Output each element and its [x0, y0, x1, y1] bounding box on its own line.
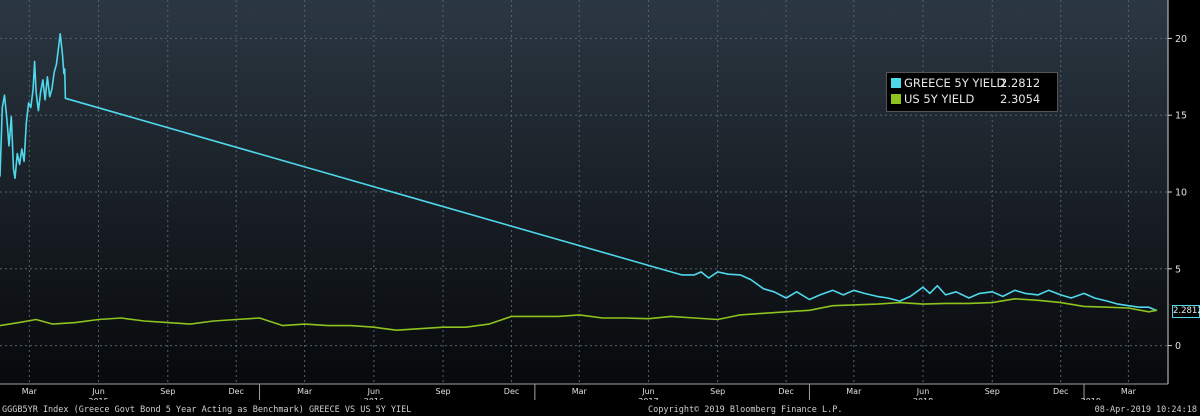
y-tick-label: 10: [1175, 188, 1187, 199]
y-tick-label: 15: [1175, 111, 1187, 122]
legend-item-us: US 5Y YIELD 2.3054: [891, 91, 1040, 107]
legend-greece-value: 2.2812: [1000, 76, 1041, 90]
x-tick-label: Dec: [504, 387, 519, 396]
footer-copyright: Copyright© 2019 Bloomberg Finance L.P.: [648, 405, 843, 415]
x-year-label: 2015: [88, 397, 108, 400]
x-tick-label: Mar: [572, 387, 588, 396]
x-tick-label: Sep: [710, 387, 725, 396]
greece-yield-line: [0, 32, 1158, 312]
x-tick-label: Dec: [228, 387, 243, 396]
legend: GREECE 5Y YIELD 2.2812 US 5Y YIELD 2.305…: [886, 72, 1058, 112]
last-value-label: 2.2812: [1172, 304, 1200, 318]
legend-greece-label: GREECE 5Y YIELD: [904, 76, 1006, 90]
series-lines: [0, 32, 1158, 332]
greece-swatch: [891, 78, 901, 88]
x-tick-label: Mar: [1121, 387, 1137, 396]
y-tick-label: 20: [1175, 34, 1187, 45]
x-tick-label: Mar: [22, 387, 38, 396]
legend-us-label: US 5Y YIELD: [904, 92, 975, 106]
x-axis: Mar Jun Sep Dec Mar Jun Sep Dec Mar Jun Sep Dec Mar J…: [0, 383, 1168, 400]
x-tick-label: Mar: [846, 387, 862, 396]
y-tick-label: 5: [1175, 264, 1181, 275]
x-tick-label: Mar: [297, 387, 313, 396]
x-year-label: 2018: [913, 397, 933, 400]
plot-background: [0, 0, 1168, 384]
y-axis: 0 5 10 15 20: [1167, 0, 1187, 384]
footer-ticker: GGGB5YR Index (Greece Govt Bond 5 Year A…: [2, 405, 412, 415]
us-yield-line: [0, 297, 1158, 332]
x-tick-label: Jun: [916, 387, 930, 396]
footer-timestamp: 08-Apr-2019 10:24:18: [1094, 405, 1197, 415]
x-tick-label: Sep: [436, 387, 451, 396]
yield-chart: 0 5 10 15 20 Mar Jun Sep Dec Mar Jun Sep Dec Mar Jun S…: [0, 0, 1187, 400]
x-year-label: 2017: [638, 397, 658, 400]
x-tick-label: Dec: [778, 387, 793, 396]
x-tick-label: Jun: [641, 387, 655, 396]
x-tick-label: Jun: [91, 387, 105, 396]
x-year-label: 2019: [1081, 397, 1101, 400]
x-tick-label: Dec: [1053, 387, 1068, 396]
y-tick-label: 0: [1175, 341, 1181, 352]
legend-us-value: 2.3054: [1000, 92, 1041, 106]
legend-item-greece: GREECE 5Y YIELD 2.2812: [891, 75, 1040, 91]
x-tick-label: Sep: [160, 387, 175, 396]
footer: GGGB5YR Index (Greece Govt Bond 5 Year A…: [0, 400, 1200, 416]
x-tick-label: Jun: [367, 387, 381, 396]
x-tick-label: Sep: [985, 387, 1000, 396]
x-year-label: 2016: [364, 397, 384, 400]
us-swatch: [891, 94, 901, 104]
